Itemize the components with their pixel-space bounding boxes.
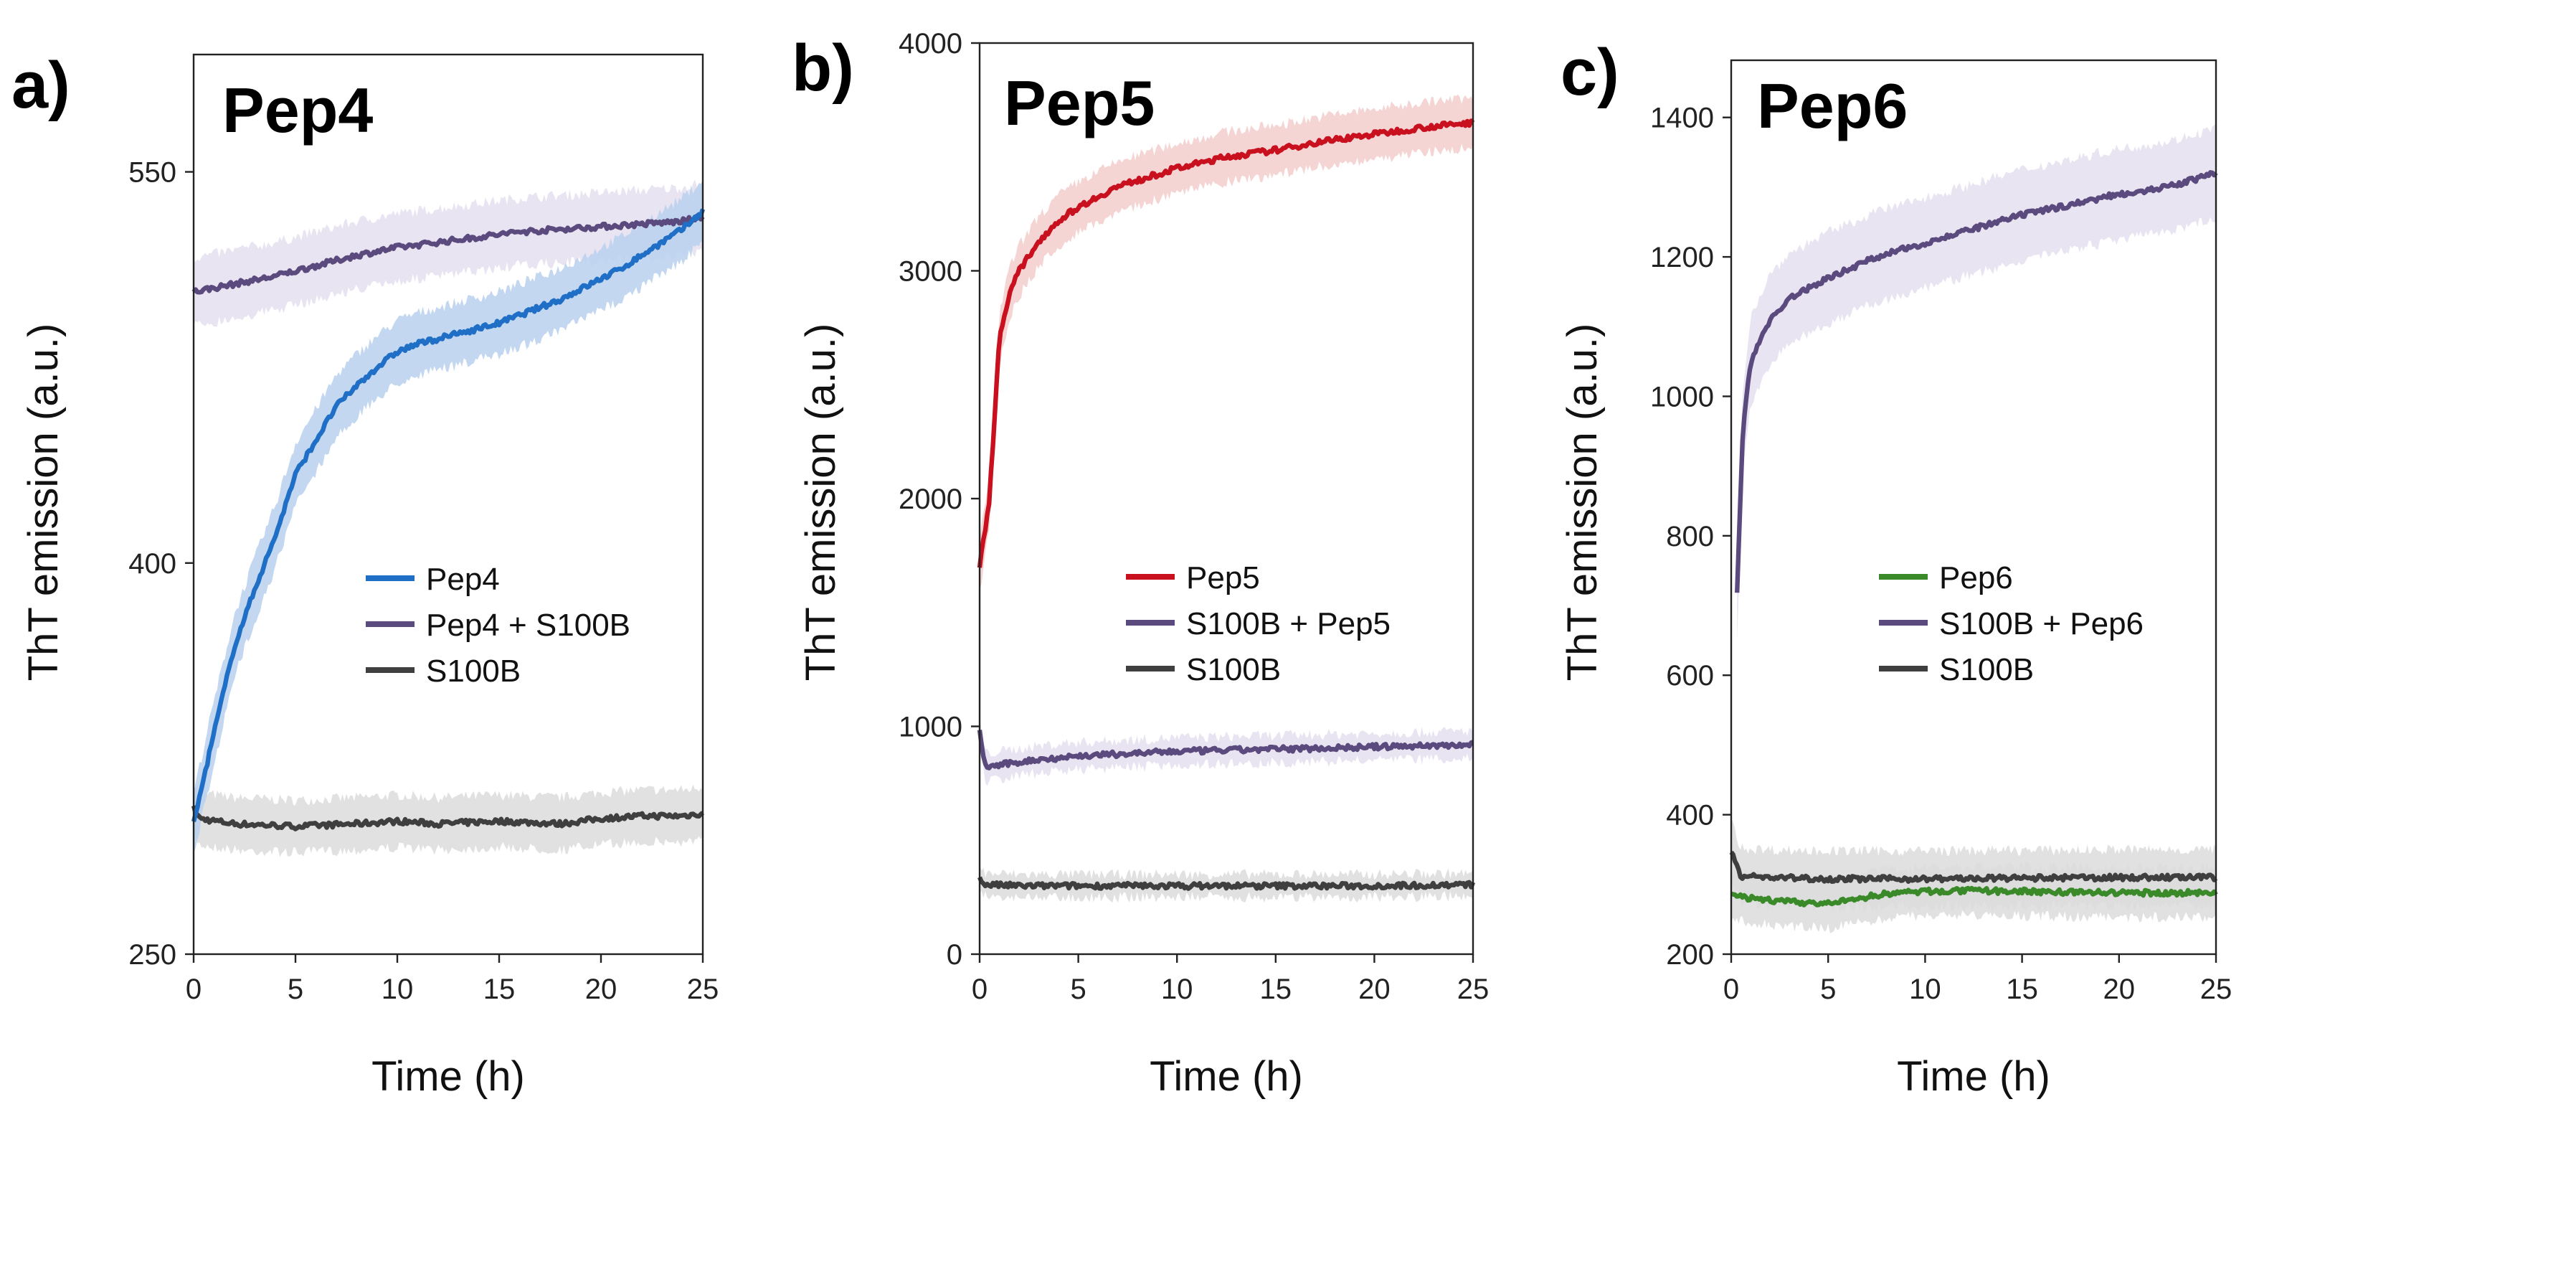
x-tick-label: 5: [1820, 974, 1836, 1005]
x-tick-label: 15: [2006, 974, 2038, 1005]
series-line-s100b: [977, 876, 1475, 891]
y-tick-label: 250: [128, 939, 176, 971]
error-band-s100b-pep6: [1737, 123, 2216, 641]
plot-area: [191, 179, 706, 857]
y-axis-title: ThT emission (a.u.): [1559, 324, 1606, 682]
series-line-pep5: [977, 118, 1475, 568]
x-axis-title: Time (h): [1897, 1053, 2050, 1100]
x-tick-label: 5: [288, 974, 303, 1005]
series-line-pep4: [191, 208, 706, 823]
x-tick-label: 5: [1070, 974, 1086, 1005]
legend: Pep4 Pep4 + S100B S100B: [366, 562, 630, 689]
y-tick-label: 800: [1666, 521, 1714, 552]
y-tick-label: 1000: [1650, 381, 1714, 413]
panel-label: a): [11, 49, 70, 122]
x-tick-label: 15: [1260, 974, 1292, 1005]
panel-label: c): [1561, 36, 1619, 109]
x-tick-label: 25: [1457, 974, 1490, 1005]
panel-pep4: 250 400 550 0 5 10 15 20 25 Time (h) ThT emission …: [11, 49, 719, 1100]
x-tick-label: 25: [2200, 974, 2232, 1005]
legend-label-s100b: S100B: [426, 654, 521, 689]
error-band-pep5: [980, 94, 1473, 590]
y-tick-label: 3000: [899, 256, 962, 288]
legend-label-pep5: Pep5: [1186, 560, 1260, 595]
legend-label-s100b: S100B: [1939, 652, 2034, 687]
y-tick-label: 4000: [899, 28, 962, 60]
legend-label-pep4-s100b: Pep4 + S100B: [426, 608, 630, 643]
plot-frame: [1730, 59, 2217, 956]
y-tick-label: 1000: [899, 712, 962, 743]
panel-pep5: 0 1000 2000 3000 4000 0 5 10 15 20 25 Time (h) ThT e…: [792, 28, 1489, 1100]
legend-label-pep4: Pep4: [426, 562, 500, 597]
x-tick-label: 0: [186, 974, 202, 1005]
error-band-pep4-s100b: [194, 179, 703, 327]
y-tick-label: 400: [128, 548, 176, 580]
y-tick-label: 550: [128, 157, 176, 189]
y-tick-label: 600: [1666, 660, 1714, 692]
panel-title: Pep4: [222, 75, 373, 146]
y-tick-label: 200: [1666, 939, 1714, 971]
y-tick-label: 0: [947, 939, 962, 971]
plot-area: [1729, 123, 2218, 933]
x-axis-title: Time (h): [1150, 1053, 1303, 1100]
panel-title: Pep5: [1004, 67, 1155, 138]
panel-title: Pep6: [1757, 70, 1908, 141]
y-tick-label: 1200: [1650, 242, 1714, 273]
series-line-pep6: [1730, 885, 2218, 908]
legend: Pep5 S100B + Pep5 S100B: [1126, 560, 1391, 687]
x-tick-label: 20: [585, 974, 617, 1005]
x-axis-title: Time (h): [371, 1053, 525, 1100]
y-tick-label: 1400: [1650, 103, 1714, 134]
x-tick-label: 0: [972, 974, 988, 1005]
series-line-s100b: [191, 805, 704, 831]
panel-pep6: 200 400 600 800 1000 1200 1400 0 5 10 15 20 25 Time (…: [1559, 36, 2232, 1100]
plot-frame: [192, 53, 704, 956]
y-tick-label: 400: [1666, 800, 1714, 831]
x-tick-label: 20: [1358, 974, 1391, 1005]
legend-label-s100b: S100B: [1186, 652, 1281, 687]
legend-label-s100b-pep6: S100B + Pep6: [1939, 606, 2144, 641]
y-axis-title: ThT emission (a.u.): [797, 324, 844, 682]
series-line-s100b-pep5: [977, 730, 1474, 771]
x-tick-label: 10: [382, 974, 414, 1005]
y-axis-title: ThT emission (a.u.): [20, 324, 67, 682]
x-tick-label: 20: [2103, 974, 2136, 1005]
x-tick-label: 15: [483, 974, 516, 1005]
y-tick-label: 2000: [899, 484, 962, 515]
x-tick-label: 10: [1909, 974, 1941, 1005]
legend: Pep6 S100B + Pep6 S100B: [1879, 560, 2144, 687]
x-tick-label: 25: [687, 974, 719, 1005]
x-tick-label: 10: [1161, 974, 1193, 1005]
series-line-s100b-pep6: [1735, 170, 2218, 593]
series-line-s100b: [1729, 850, 2218, 885]
panel-label: b): [792, 32, 854, 105]
legend-label-s100b-pep5: S100B + Pep5: [1186, 606, 1391, 641]
plot-area: [977, 94, 1475, 903]
series-line-pep4-s100b: [191, 212, 705, 295]
legend-label-pep6: Pep6: [1939, 560, 2013, 595]
x-tick-label: 0: [1723, 974, 1739, 1005]
